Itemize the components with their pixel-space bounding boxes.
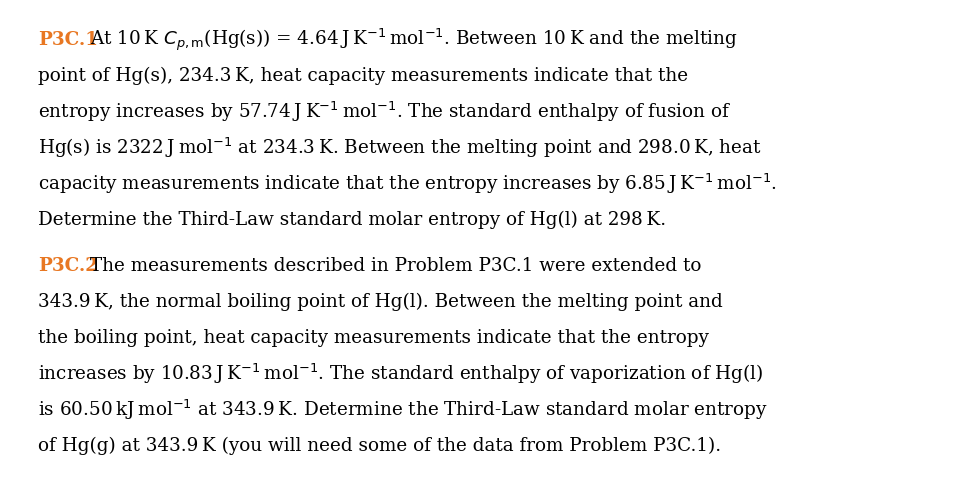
Text: is 60.50 kJ mol$^{-1}$ at 343.9 K. Determine the Third-Law standard molar entrop: is 60.50 kJ mol$^{-1}$ at 343.9 K. Deter…: [38, 398, 767, 422]
Text: increases by 10.83 J K$^{-1}$ mol$^{-1}$. The standard enthalpy of vaporization : increases by 10.83 J K$^{-1}$ mol$^{-1}$…: [38, 362, 762, 386]
Text: Determine the Third-Law standard molar entropy of Hg(l) at 298 K.: Determine the Third-Law standard molar e…: [38, 211, 665, 229]
Text: Hg(s) is 2322 J mol$^{-1}$ at 234.3 K. Between the melting point and 298.0 K, he: Hg(s) is 2322 J mol$^{-1}$ at 234.3 K. B…: [38, 136, 761, 160]
Text: 343.9 K, the normal boiling point of Hg(l). Between the melting point and: 343.9 K, the normal boiling point of Hg(…: [38, 293, 722, 311]
Text: At 10 K $C_{p,\mathrm{m}}$(Hg(s)) = 4.64 J K$^{-1}$ mol$^{-1}$. Between 10 K and: At 10 K $C_{p,\mathrm{m}}$(Hg(s)) = 4.64…: [90, 27, 737, 53]
Text: P3C.2: P3C.2: [38, 257, 98, 275]
Text: point of Hg(s), 234.3 K, heat capacity measurements indicate that the: point of Hg(s), 234.3 K, heat capacity m…: [38, 67, 687, 85]
Text: P3C.1: P3C.1: [38, 31, 98, 49]
Text: entropy increases by 57.74 J K$^{-1}$ mol$^{-1}$. The standard enthalpy of fusio: entropy increases by 57.74 J K$^{-1}$ mo…: [38, 100, 731, 124]
Text: capacity measurements indicate that the entropy increases by 6.85 J K$^{-1}$ mol: capacity measurements indicate that the …: [38, 172, 776, 196]
Text: the boiling point, heat capacity measurements indicate that the entropy: the boiling point, heat capacity measure…: [38, 329, 708, 347]
Text: The measurements described in Problem P3C.1 were extended to: The measurements described in Problem P3…: [90, 257, 700, 275]
Text: of Hg(g) at 343.9 K (you will need some of the data from Problem P3C.1).: of Hg(g) at 343.9 K (you will need some …: [38, 437, 720, 455]
